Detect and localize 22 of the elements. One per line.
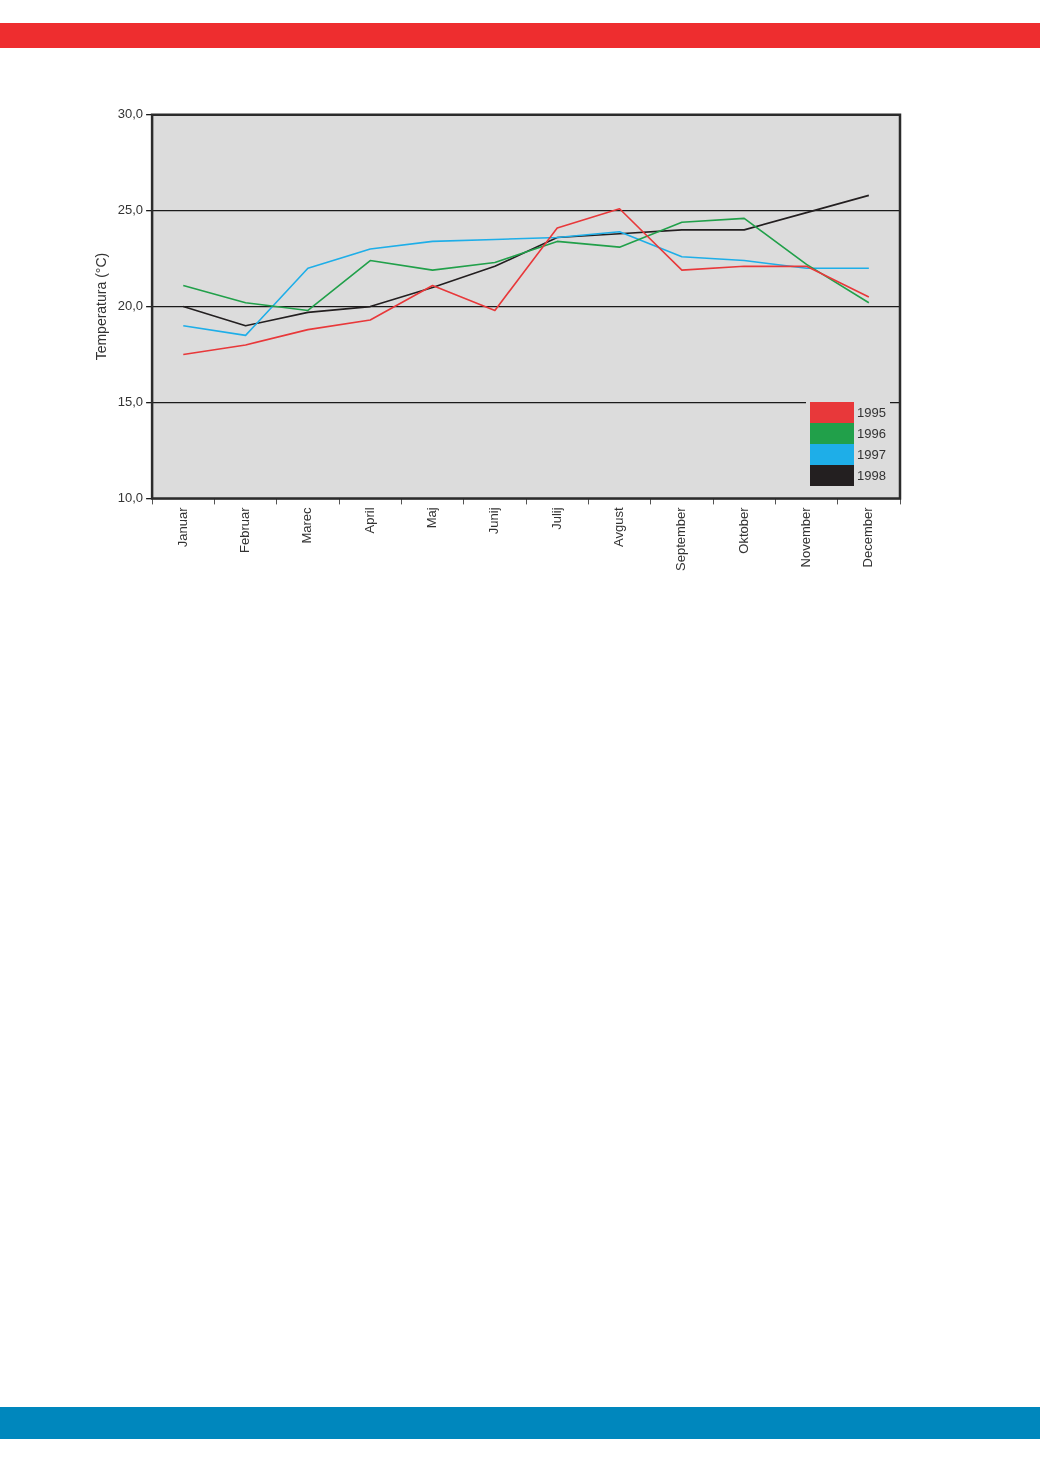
x-tick-label: September: [673, 506, 689, 571]
legend-label: 1996: [857, 426, 886, 442]
x-tick-label: Julij: [548, 507, 564, 530]
y-tick-label: 15,0: [117, 394, 144, 410]
y-axis-title: Temperatura (°C): [93, 252, 110, 361]
x-tick-label: Avgust: [611, 507, 627, 547]
legend-label: 1997: [857, 447, 886, 463]
x-tick-label: Januar: [174, 506, 190, 548]
x-tick-label: Maj: [424, 507, 440, 529]
x-tick-label: Oktober: [735, 506, 751, 554]
x-tick-label: Februar: [237, 506, 253, 553]
x-tick-label: Marec: [299, 506, 315, 544]
x-tick-label: Junij: [486, 507, 502, 535]
x-tick-label: April: [361, 507, 377, 534]
y-tick-label: 20,0: [117, 298, 144, 314]
y-tick-label: 10,0: [117, 489, 144, 505]
legend-label: 1998: [857, 468, 886, 484]
x-tick-label: November: [798, 506, 814, 568]
x-tick-label: December: [860, 506, 876, 568]
y-tick-label: 25,0: [117, 202, 144, 218]
y-tick-label: 30,0: [117, 106, 144, 122]
legend-label: 1995: [857, 405, 886, 421]
